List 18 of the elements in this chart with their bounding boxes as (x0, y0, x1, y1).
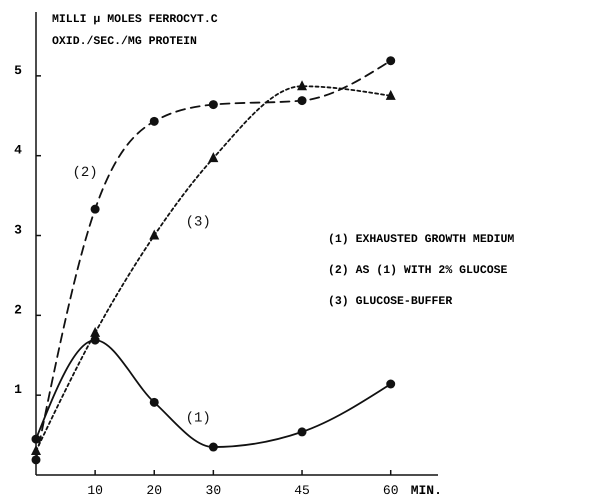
annotation: (1) EXHAUSTED GROWTH MEDIUM (328, 233, 514, 246)
x-tick-label: 60 (382, 483, 399, 498)
x-tick-label: 20 (146, 483, 162, 498)
y-tick-label: 4 (14, 142, 22, 158)
x-tick-label: 30 (206, 483, 222, 498)
x-axis-title: MIN. (410, 483, 442, 498)
y-tick-label: 5 (14, 62, 22, 78)
y-tick-label: 2 (14, 302, 22, 318)
x-tick-label: 10 (87, 483, 103, 498)
x-tick-label: 45 (294, 483, 310, 498)
series-label: (3) (186, 214, 211, 230)
annotation: (2) AS (1) WITH 2% GLUCOSE (328, 264, 508, 277)
series-label: (2) (72, 164, 98, 181)
annotation: (3) GLUCOSE-BUFFER (328, 295, 452, 308)
y-tick-label: 3 (14, 222, 22, 238)
y-axis-title: MILLI μ MOLES FERROCYT.C OXID./SEC./MG PROTEIN (52, 13, 218, 48)
y-tick-label: 1 (14, 382, 22, 398)
series-label: (1) (186, 410, 211, 427)
